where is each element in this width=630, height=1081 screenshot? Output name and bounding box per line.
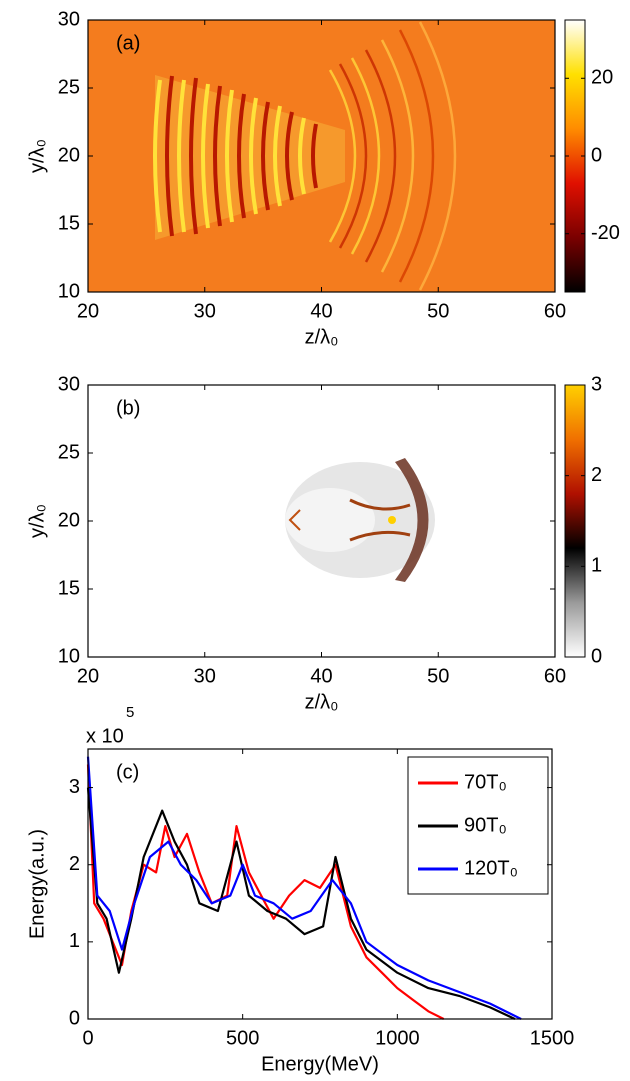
y-multiplier: x 10 xyxy=(86,725,124,747)
panel-label: (a) xyxy=(116,32,140,54)
y-tick-label: 3 xyxy=(69,776,80,798)
legend-label: 90T₀ xyxy=(464,814,507,836)
y-tick-label: 2 xyxy=(69,853,80,875)
y-tick-label: 30 xyxy=(58,373,80,395)
field-image xyxy=(88,20,555,292)
y-multiplier-exponent: 5 xyxy=(126,704,134,721)
colorbar xyxy=(564,384,586,658)
y-tick-label: 30 xyxy=(58,8,80,30)
x-tick-label: 0 xyxy=(82,1027,93,1049)
x-tick-label: 40 xyxy=(310,300,332,322)
y-tick-label: 25 xyxy=(58,441,80,463)
y-tick-label: 20 xyxy=(58,509,80,531)
x-tick-label: 50 xyxy=(427,665,449,687)
x-tick-label: 20 xyxy=(77,665,99,687)
y-tick-label: 25 xyxy=(58,76,80,98)
y-tick-label: 10 xyxy=(58,645,80,667)
y-axis-label: y/λ₀ xyxy=(26,139,48,173)
series-line xyxy=(86,756,522,1020)
y-axis-label: Energy(a.u.) xyxy=(26,829,48,939)
y-tick-label: 15 xyxy=(58,577,80,599)
x-tick-label: 500 xyxy=(226,1027,259,1049)
y-tick-label: 20 xyxy=(58,144,80,166)
x-axis-label: Energy(MeV) xyxy=(261,1053,379,1075)
legend-label: 120T₀ xyxy=(464,857,518,879)
colorbar-tick-label: -20 xyxy=(591,222,620,244)
y-tick-label: 0 xyxy=(69,1007,80,1029)
panel-label: (b) xyxy=(116,397,140,419)
colorbar-tick-label: 0 xyxy=(591,645,602,667)
x-tick-label: 20 xyxy=(77,300,99,322)
colorbar-tick-label: 2 xyxy=(591,464,602,486)
x-tick-label: 40 xyxy=(310,665,332,687)
colorbar-tick-label: 1 xyxy=(591,555,602,577)
x-tick-label: 1000 xyxy=(375,1027,420,1049)
x-axis-label: z/λ₀ xyxy=(305,326,339,348)
x-axis-label: z/λ₀ xyxy=(305,691,339,713)
x-tick-label: 30 xyxy=(194,665,216,687)
y-tick-label: 10 xyxy=(58,280,80,302)
legend-label: 70T₀ xyxy=(464,771,507,793)
colorbar-tick-label: 0 xyxy=(591,144,602,166)
x-tick-label: 60 xyxy=(544,300,566,322)
y-axis-label: y/λ₀ xyxy=(26,504,48,538)
x-tick-label: 30 xyxy=(194,300,216,322)
x-tick-label: 50 xyxy=(427,300,449,322)
density-image xyxy=(285,458,435,582)
colorbar-tick-label: 20 xyxy=(591,67,613,89)
plot-frame xyxy=(87,748,553,1020)
panel-label: (c) xyxy=(116,761,139,783)
x-tick-label: 60 xyxy=(544,665,566,687)
colorbar-tick-label: 3 xyxy=(591,373,602,395)
x-tick-label: 1500 xyxy=(530,1027,575,1049)
series-line xyxy=(86,764,445,1020)
y-tick-label: 1 xyxy=(69,930,80,952)
y-tick-label: 15 xyxy=(58,212,80,234)
